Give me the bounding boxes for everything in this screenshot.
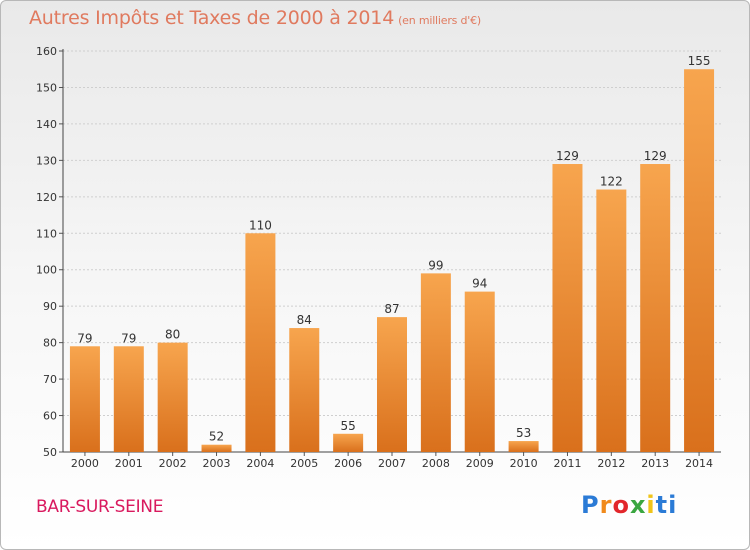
logo-letter: o	[612, 491, 630, 519]
bar-value-label: 84	[297, 313, 312, 327]
bar-value-label: 80	[165, 328, 180, 342]
bar	[289, 328, 320, 452]
bar	[464, 291, 495, 452]
logo-letter: ti	[655, 491, 678, 519]
logo-letter: x	[629, 491, 647, 519]
logo-letter: i	[646, 491, 656, 519]
x-tick-label: 2004	[246, 457, 274, 470]
chart-subtitle: (en milliers d'€)	[398, 14, 481, 27]
bar	[420, 273, 451, 452]
y-tick-label: 60	[43, 410, 57, 423]
proxiti-logo: Proxiti	[581, 491, 691, 523]
y-tick-label: 150	[36, 81, 57, 94]
bar	[333, 433, 364, 452]
bar	[113, 346, 144, 452]
bar-value-label: 99	[428, 258, 443, 272]
bar-value-label: 79	[121, 331, 136, 345]
x-tick-label: 2003	[203, 457, 231, 470]
commune-name: BAR-SUR-SEINE	[36, 497, 164, 517]
y-tick-label: 100	[36, 264, 57, 277]
x-tick-label: 2002	[159, 457, 187, 470]
bar	[245, 233, 276, 452]
y-tick-label: 130	[36, 154, 57, 167]
bar	[377, 317, 407, 452]
y-tick-label: 120	[36, 191, 57, 204]
bar-value-label: 87	[384, 302, 399, 316]
bar	[596, 189, 627, 452]
x-tick-label: 2009	[466, 457, 494, 470]
bar	[508, 441, 539, 452]
x-tick-label: 2001	[115, 457, 143, 470]
bar-value-label: 52	[209, 430, 224, 444]
bar	[552, 164, 583, 452]
bar-value-label: 55	[340, 419, 355, 433]
x-tick-label: 2000	[71, 457, 99, 470]
x-tick-label: 2008	[422, 457, 450, 470]
bar	[640, 164, 671, 452]
bar-value-label: 122	[600, 175, 623, 189]
x-tick-label: 2012	[597, 457, 625, 470]
x-tick-label: 2014	[685, 457, 713, 470]
x-tick-label: 2010	[510, 457, 538, 470]
logo-letter: r	[599, 491, 613, 519]
chart-title-text: Autres Impôts et Taxes de 2000 à 2014	[29, 7, 395, 29]
x-tick-label: 2006	[334, 457, 362, 470]
chart-title: Autres Impôts et Taxes de 2000 à 2014 (en…	[29, 7, 481, 29]
bar	[684, 69, 715, 453]
bar	[157, 342, 188, 452]
y-tick-label: 70	[43, 373, 57, 386]
bar-value-label: 110	[249, 218, 272, 232]
x-tick-label: 2013	[641, 457, 669, 470]
bar-value-label: 155	[688, 54, 711, 68]
bar-value-label: 129	[644, 149, 667, 163]
x-tick-label: 2007	[378, 457, 406, 470]
bar	[69, 346, 100, 452]
bar-value-label: 53	[516, 426, 531, 440]
y-tick-label: 80	[43, 337, 57, 350]
y-tick-label: 110	[36, 227, 57, 240]
y-tick-label: 160	[36, 45, 57, 58]
y-tick-label: 50	[43, 446, 57, 459]
y-tick-label: 140	[36, 118, 57, 131]
y-tick-label: 90	[43, 300, 57, 313]
bar-value-label: 79	[77, 331, 92, 345]
bar	[201, 444, 232, 452]
x-tick-label: 2011	[553, 457, 581, 470]
bar-value-label: 94	[472, 277, 487, 291]
bar-value-label: 129	[556, 149, 579, 163]
logo-letter: P	[581, 491, 600, 519]
x-tick-label: 2005	[290, 457, 318, 470]
